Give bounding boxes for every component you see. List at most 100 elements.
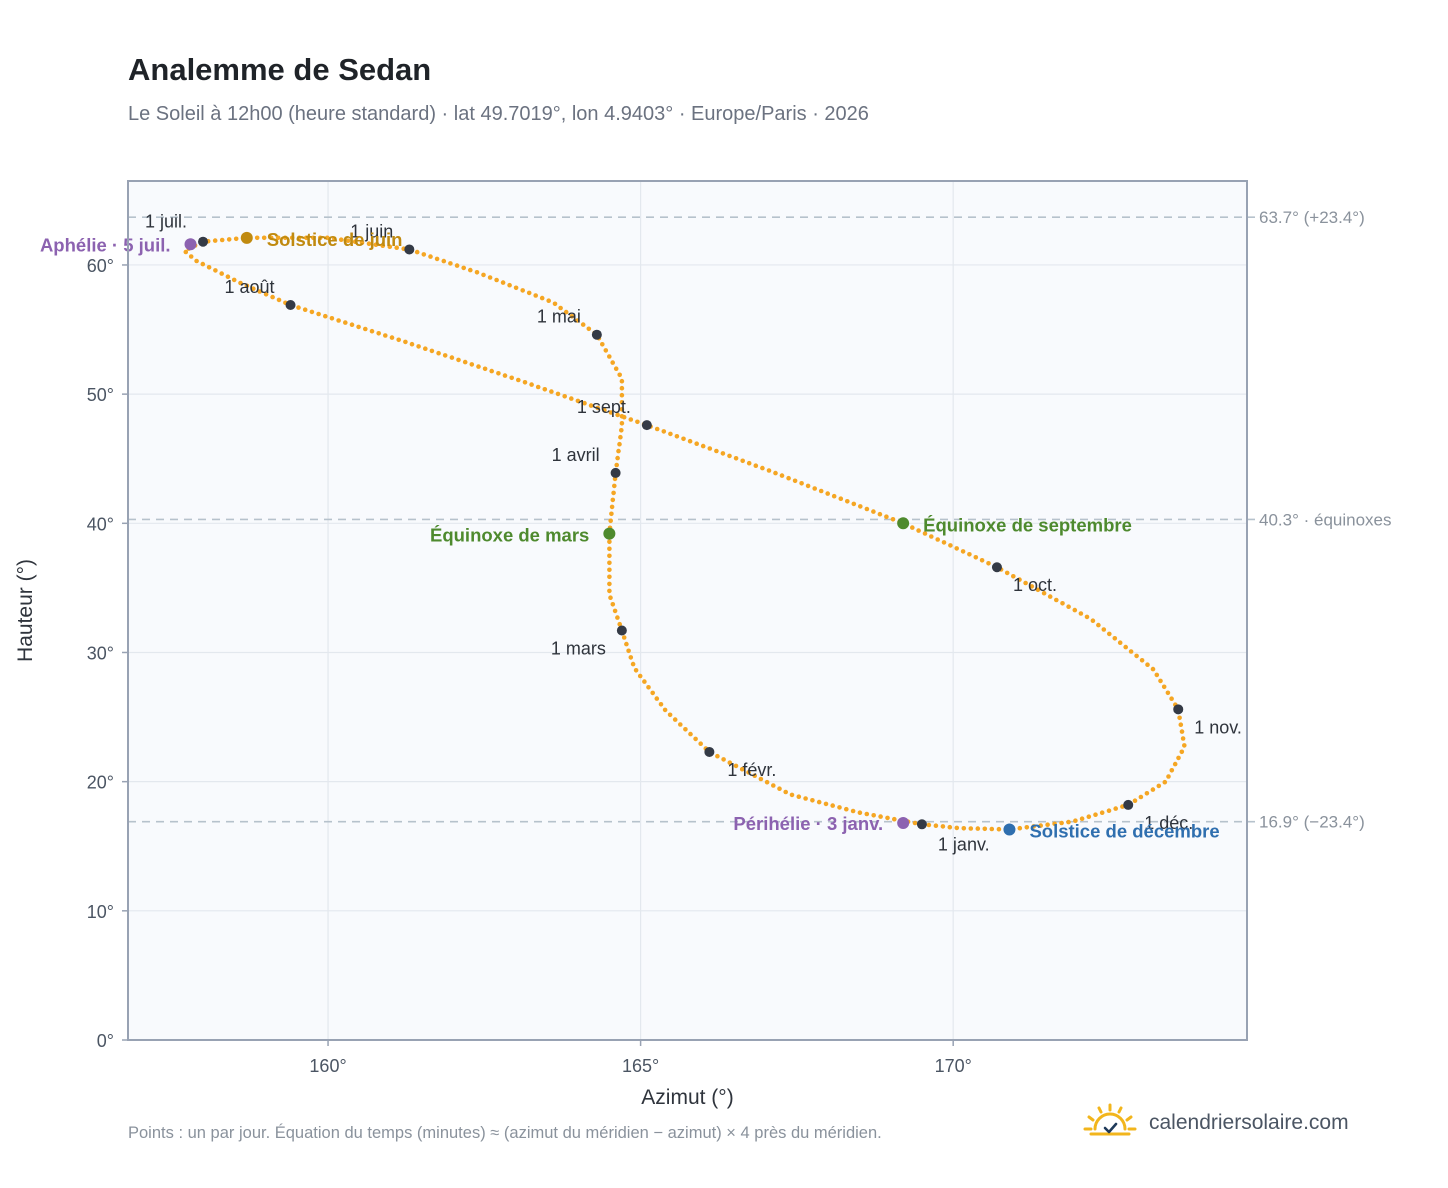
daily-sun-point [1078, 611, 1084, 616]
daily-sun-point [257, 289, 263, 294]
daily-sun-point [507, 282, 512, 288]
y-tick-label: 60° [87, 256, 114, 276]
daily-sun-point [642, 679, 647, 684]
daily-sun-point [569, 314, 575, 319]
daily-sun-point [989, 826, 995, 832]
daily-sun-point [615, 615, 620, 620]
daily-sun-point [226, 237, 232, 242]
daily-sun-point [414, 249, 420, 255]
event-point [603, 527, 616, 540]
daily-sun-point [1113, 806, 1118, 811]
daily-sun-point [359, 240, 365, 245]
daily-sun-point [1041, 590, 1047, 596]
daily-sun-point [188, 254, 194, 259]
daily-sun-point [609, 511, 614, 517]
event-label: Solstice de décembre [1029, 820, 1219, 841]
daily-sun-point [456, 357, 461, 363]
daily-sun-point [323, 313, 328, 319]
daily-sun-point [721, 757, 726, 762]
daily-sun-point [588, 403, 594, 408]
y-axis-title: Hauteur (°) [14, 559, 37, 662]
daily-sun-point [715, 753, 720, 759]
daily-sun-point [982, 826, 988, 832]
daily-sun-point [1093, 812, 1098, 817]
daily-sun-point [1138, 794, 1144, 800]
month-label: 1 mars [551, 639, 606, 659]
daily-sun-point [1139, 658, 1145, 663]
daily-sun-point [611, 490, 616, 496]
daily-sun-point [1066, 819, 1071, 825]
daily-sun-point [1086, 814, 1092, 819]
daily-sun-point [1004, 570, 1010, 576]
sun-logo-icon [1083, 1103, 1137, 1142]
daily-sun-point [816, 799, 822, 805]
daily-sun-point [777, 786, 782, 791]
event-point [897, 517, 910, 530]
daily-sun-point [423, 346, 428, 352]
daily-sun-point [624, 641, 629, 647]
daily-sun-point [369, 328, 375, 334]
daily-sun-point [975, 826, 981, 831]
plot-frame [127, 180, 1248, 1041]
daily-sun-point [194, 258, 199, 264]
daily-sun-point [707, 446, 713, 451]
daily-sun-point [546, 298, 551, 304]
daily-sun-point [845, 499, 850, 504]
daily-sun-point [628, 417, 634, 422]
daily-sun-point [968, 826, 974, 831]
daily-sun-point [681, 436, 686, 442]
y-tick-label: 50° [87, 385, 114, 405]
daily-sun-point [1178, 722, 1184, 727]
daily-sun-point [658, 702, 664, 707]
daily-sun-point [325, 235, 330, 241]
x-axis-title: Azimut (°) [641, 1086, 733, 1109]
daily-sun-point [1024, 825, 1030, 830]
daily-sun-point [727, 453, 732, 459]
daily-sun-point [878, 814, 883, 819]
daily-sun-point [316, 311, 321, 317]
daily-sun-point [954, 825, 960, 831]
daily-sun-point [871, 509, 876, 514]
daily-sun-point [261, 235, 267, 241]
brand[interactable]: calendriersolaire.com [1083, 1103, 1349, 1142]
daily-sun-point [482, 366, 488, 372]
daily-sun-point [496, 371, 501, 376]
month-label: 1 févr. [727, 760, 776, 780]
daily-sun-point [462, 359, 468, 365]
daily-sun-point [1182, 743, 1187, 748]
month-label: 1 sept. [577, 397, 631, 417]
daily-sun-point [304, 235, 309, 241]
daily-sun-point [289, 235, 295, 241]
daily-sun-point [1144, 791, 1150, 796]
daily-sun-point [628, 655, 634, 660]
daily-sun-point [608, 518, 613, 524]
x-tick-label: 165° [622, 1056, 659, 1076]
daily-sun-point [183, 249, 189, 255]
y-tick-label: 10° [87, 902, 114, 922]
daily-sun-point [892, 816, 897, 822]
daily-sun-point [607, 354, 612, 359]
y-tick-label: 20° [87, 773, 114, 793]
daily-sun-point [558, 305, 563, 311]
daily-sun-point [786, 475, 791, 481]
daily-sun-point [812, 486, 817, 491]
event-point [184, 238, 197, 251]
daily-sun-point [935, 537, 940, 542]
daily-sun-point [356, 324, 361, 330]
daily-sun-point [792, 478, 798, 484]
daily-sun-point [694, 441, 699, 447]
daily-sun-point [617, 621, 622, 627]
daily-sun-point [733, 763, 739, 769]
brand-name[interactable]: calendriersolaire.com [1149, 1110, 1349, 1134]
daily-sun-point [1154, 672, 1160, 678]
event-label: Équinoxe de mars [430, 525, 589, 546]
reference-line-label: 63.7° (+23.4°) [1259, 208, 1365, 227]
daily-sun-point [877, 511, 883, 517]
daily-sun-point [619, 378, 625, 384]
daily-sun-point [1176, 755, 1181, 761]
daily-sun-point [979, 558, 985, 563]
daily-sun-point [389, 335, 395, 340]
daily-sun-point [654, 426, 660, 432]
daily-sun-point [1017, 825, 1023, 831]
daily-sun-point [1035, 587, 1041, 593]
